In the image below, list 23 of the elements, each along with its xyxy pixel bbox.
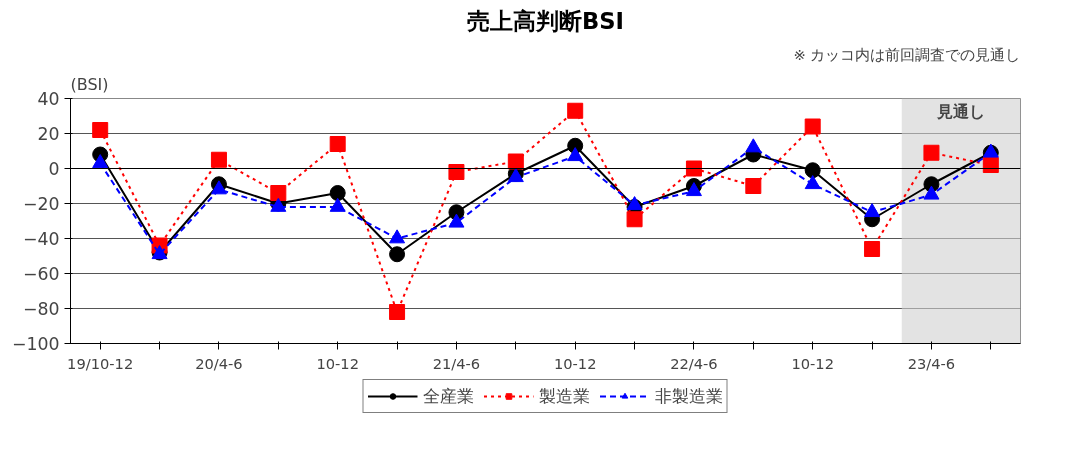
legend-label: 製造業 (538, 385, 590, 408)
y-tick-label: −80 (22, 299, 60, 319)
y-axis-title: (BSI) (70, 74, 109, 94)
y-tick-label: −100 (11, 334, 60, 354)
y-tick-label: 20 (37, 124, 60, 144)
x-tick-label: 22/4-6 (670, 354, 718, 372)
x-tick-label: 23/4-6 (907, 354, 956, 372)
annotation: 見通し (936, 101, 986, 121)
x-tick-label: 21/4-6 (432, 354, 481, 372)
x-tick-label: 19/10-12 (67, 354, 134, 372)
x-tick-label: 10-12 (553, 354, 597, 372)
x-tick-label: 10-12 (316, 354, 359, 372)
x-tick-label: 20/4-6 (195, 354, 243, 372)
y-tick-label: −60 (22, 264, 60, 284)
y-tick-label: −20 (22, 194, 60, 214)
x-tick-label: 10-12 (791, 354, 834, 372)
y-tick-label: −40 (22, 229, 60, 249)
y-tick-label: 0 (48, 159, 60, 179)
legend-label: 非製造業 (654, 385, 723, 408)
text: ※ カッコ内は前回調査での見通し (793, 45, 1021, 63)
chart-title: 売上高判断BSI (466, 7, 625, 34)
legend-label: 全産業 (422, 385, 474, 408)
y-tick-label: 40 (37, 89, 60, 109)
